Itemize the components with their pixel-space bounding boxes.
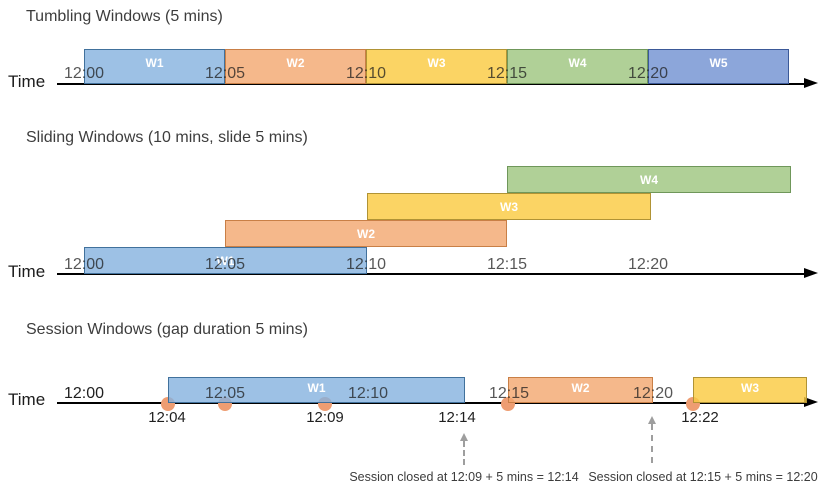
session-tick-1200: 12:00 bbox=[63, 385, 105, 402]
tumbling-window-w1-label: W1 bbox=[145, 56, 164, 70]
session-tick-1205: 12:05 bbox=[204, 385, 246, 402]
tumbling-window-w3 bbox=[366, 49, 507, 84]
sliding-window-w1-label: W1 bbox=[216, 254, 235, 268]
sliding-tick-1200: 12:00 bbox=[63, 256, 105, 273]
tumbling-tick-1215: 12:15 bbox=[486, 65, 528, 82]
annotation-arrow-dash-2 bbox=[651, 424, 653, 463]
tumbling-tick-1220: 12:20 bbox=[627, 65, 669, 82]
session-window-w2-label: W2 bbox=[571, 381, 590, 395]
sliding-window-w2 bbox=[225, 220, 507, 247]
sliding-tick-1210: 12:10 bbox=[345, 256, 387, 273]
close-time-label-1214: 12:14 bbox=[438, 409, 476, 426]
tumbling-tick-1200: 12:00 bbox=[63, 65, 105, 82]
session-close-annotation-1: Session closed at 12:09 + 5 mins = 12:14 bbox=[349, 470, 579, 484]
sliding-tick-1205: 12:05 bbox=[204, 256, 246, 273]
tumbling-time-axis-line bbox=[57, 83, 806, 85]
sliding-window-w1 bbox=[84, 247, 367, 274]
event-time-label-1204: 12:04 bbox=[148, 409, 186, 426]
session-title: Session Windows (gap duration 5 mins) bbox=[26, 321, 308, 338]
annotation-arrow-icon-2 bbox=[648, 416, 656, 424]
tumbling-window-w4-label: W4 bbox=[568, 56, 587, 70]
sliding-window-w4-label: W4 bbox=[640, 173, 658, 187]
tumbling-time-axis-label: Time bbox=[8, 72, 46, 91]
tumbling-window-w1 bbox=[84, 49, 225, 84]
event-time-label-1222: 12:22 bbox=[681, 409, 719, 426]
sliding-tick-1220: 12:20 bbox=[627, 256, 669, 273]
tumbling-title: Tumbling Windows (5 mins) bbox=[26, 8, 223, 25]
tumbling-window-w3-label: W3 bbox=[427, 56, 446, 70]
session-tick-1220: 12:20 bbox=[632, 385, 674, 402]
sliding-time-axis-line bbox=[57, 273, 806, 275]
session-tick-1215: 12:15 bbox=[488, 385, 530, 402]
session-time-axis-label: Time bbox=[8, 390, 46, 409]
tumbling-window-w2-label: W2 bbox=[286, 56, 305, 70]
session-close-annotation-2: Session closed at 12:15 + 5 mins = 12:20 bbox=[588, 470, 818, 484]
session-window-w2 bbox=[508, 377, 653, 403]
session-window-w1 bbox=[168, 377, 465, 403]
session-tick-1210: 12:10 bbox=[347, 385, 389, 402]
annotation-arrow-dash-1 bbox=[463, 441, 465, 465]
tumbling-tick-1210: 12:10 bbox=[345, 65, 387, 82]
sliding-title: Sliding Windows (10 mins, slide 5 mins) bbox=[26, 129, 308, 146]
tumbling-window-w4 bbox=[507, 49, 648, 84]
session-window-w3 bbox=[693, 377, 807, 403]
tumbling-window-w2 bbox=[225, 49, 366, 84]
sliding-window-w2-label: W2 bbox=[357, 227, 375, 241]
tumbling-axis-arrowhead-icon bbox=[804, 78, 818, 88]
sliding-window-w4 bbox=[507, 166, 791, 193]
sliding-window-w3 bbox=[367, 193, 651, 220]
tumbling-window-w5 bbox=[648, 49, 789, 84]
tumbling-window-w5-label: W5 bbox=[709, 56, 728, 70]
session-window-w1-label: W1 bbox=[307, 381, 326, 395]
sliding-tick-1215: 12:15 bbox=[486, 256, 528, 273]
session-axis-arrowhead-icon bbox=[804, 397, 818, 407]
sliding-window-w3-label: W3 bbox=[500, 200, 518, 214]
tumbling-tick-1205: 12:05 bbox=[204, 65, 246, 82]
event-time-label-1209: 12:09 bbox=[306, 409, 344, 426]
sliding-axis-arrowhead-icon bbox=[804, 268, 818, 278]
session-time-axis-line bbox=[57, 402, 806, 404]
annotation-arrow-icon-1 bbox=[460, 433, 468, 441]
session-window-w3-label: W3 bbox=[741, 381, 759, 395]
sliding-time-axis-label: Time bbox=[8, 262, 46, 281]
